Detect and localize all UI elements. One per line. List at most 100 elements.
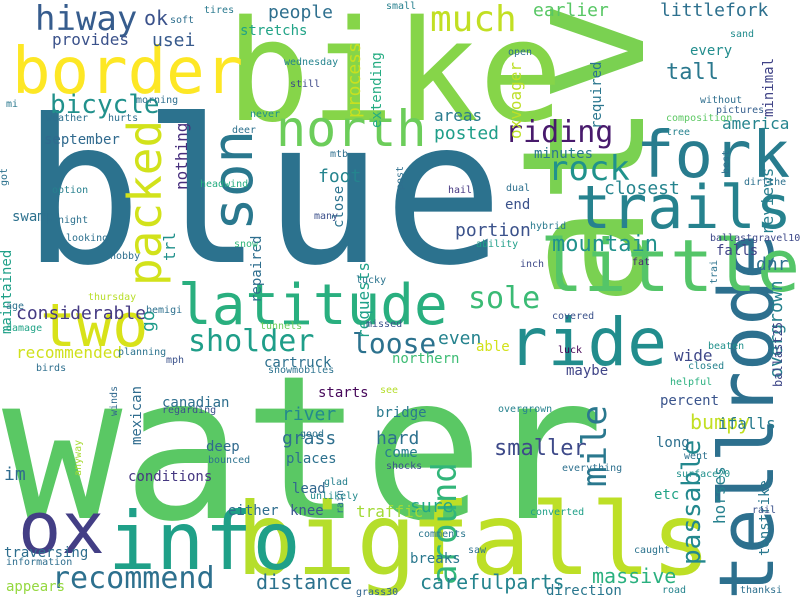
word-rock: rock: [548, 149, 630, 189]
word-ride: ride: [508, 304, 667, 381]
word-sole: sole: [468, 281, 541, 316]
word-ox: ox: [18, 486, 105, 570]
word-mph: trai: [709, 259, 720, 284]
word-morning: hurts: [108, 113, 139, 124]
word-info: info: [108, 495, 301, 588]
word-went: surface20: [676, 469, 731, 480]
word-two: two: [40, 291, 149, 361]
word-missed: snowmobiles: [268, 365, 335, 376]
word-traversing: traversing: [4, 545, 89, 561]
word-regarding: rain: [335, 489, 346, 514]
word-sholder: sholder: [188, 324, 315, 359]
word-inch: fat: [632, 257, 651, 268]
word-grass: grass: [282, 428, 337, 449]
word-many: mtb: [330, 149, 349, 160]
word-international: got: [0, 167, 10, 186]
word-dirtthe: hail: [448, 185, 473, 196]
word-soft: tires: [204, 5, 235, 16]
word-post: many: [314, 211, 339, 222]
word-ability: inch: [520, 259, 545, 270]
word-everything: thanksi: [740, 585, 783, 596]
word-information: anyway: [73, 439, 84, 476]
word-hurts: weather: [46, 113, 89, 124]
word-good: see: [380, 385, 399, 396]
word-september: september: [44, 132, 120, 148]
word-closed: ballast25: [771, 321, 785, 387]
word-blue: blue: [22, 77, 504, 310]
word-saw: converted: [530, 507, 585, 518]
word-hiway: hiway: [35, 0, 138, 39]
word-fork: fork: [636, 119, 791, 193]
word-direction: direction: [546, 583, 622, 599]
word-massive: massive: [592, 564, 677, 588]
word-unlikely: shocks: [386, 461, 423, 472]
word-covered: beaten: [708, 341, 745, 352]
word-mountain: mountain: [552, 232, 658, 257]
word-foot: foot: [318, 166, 362, 187]
word-end: end: [505, 197, 531, 213]
word-open: sand: [730, 29, 755, 40]
word-able: able: [476, 339, 510, 355]
word-lucky: snow: [234, 239, 259, 250]
word-falls: falls: [410, 481, 712, 598]
word-hybrid: ability: [476, 239, 519, 250]
word-hail: dual: [506, 183, 531, 194]
word-road: caught: [634, 545, 671, 556]
word-small: open: [508, 47, 533, 58]
word-distance: distance: [256, 570, 353, 594]
word-ifalls: ifalls: [718, 414, 776, 433]
word-every: every: [690, 43, 733, 59]
word-northern: northern: [392, 351, 460, 367]
word-loose: loose: [352, 327, 437, 360]
word-snowmobiles: tunnels: [260, 321, 303, 332]
word-tenstrike: tenstrike: [757, 480, 773, 556]
word-shocks: good: [300, 429, 325, 440]
word-mtb: deer: [232, 125, 257, 136]
word-areas: areas: [434, 106, 483, 125]
word-night: looking: [66, 233, 109, 244]
word-come: come: [384, 445, 418, 461]
word-never: still: [290, 79, 321, 90]
word-weather: option: [52, 185, 89, 196]
word-rail: went: [684, 451, 709, 462]
word-lead: lead: [292, 481, 326, 497]
word-big: big: [236, 481, 417, 598]
word-looking: bemigi: [146, 305, 183, 316]
word-planning: mph: [166, 355, 185, 366]
word-provides: provides: [52, 30, 130, 49]
word-trai: rail: [752, 505, 777, 516]
word-knee: knee: [290, 503, 324, 519]
word-grass30: appears: [6, 579, 66, 595]
word-option: night: [58, 215, 89, 226]
word-tunnels: lucky: [356, 275, 387, 286]
word-headwind: morning: [136, 95, 179, 106]
word-border: border: [12, 35, 244, 109]
word-bike: bike: [226, 0, 564, 154]
word-even: even: [438, 328, 482, 349]
word-hard: hard: [376, 428, 420, 449]
word-considerable: considerable: [16, 303, 147, 324]
word-glad: unlikely: [310, 491, 359, 502]
word-much: much: [430, 0, 517, 40]
word-etc: etc: [654, 487, 680, 503]
word-canadian: canadian: [162, 395, 230, 411]
word-maybe: maybe: [566, 363, 609, 379]
word-best: dirtthe: [744, 177, 787, 188]
word-bumpy: bumpy: [690, 410, 751, 434]
word-bounced: regarding: [162, 405, 217, 416]
word-ballast25: ballastgravel10: [710, 233, 800, 244]
word-luck: covered: [552, 311, 595, 322]
word-appears: information: [6, 557, 73, 568]
word-dnr: dnr: [756, 254, 789, 275]
word-helpful: closed: [688, 361, 725, 372]
word-extending: extending: [369, 52, 385, 128]
word-breaks: breaks: [410, 551, 461, 567]
word-pictures: composition: [666, 113, 733, 124]
word-recommended: recommended: [16, 343, 122, 362]
word-usei: usei: [152, 30, 196, 51]
word-tree: best: [721, 149, 732, 174]
word-sand: without: [700, 95, 743, 106]
word-percent: percent: [660, 393, 720, 409]
word-littlefork: littlefork: [660, 0, 769, 21]
